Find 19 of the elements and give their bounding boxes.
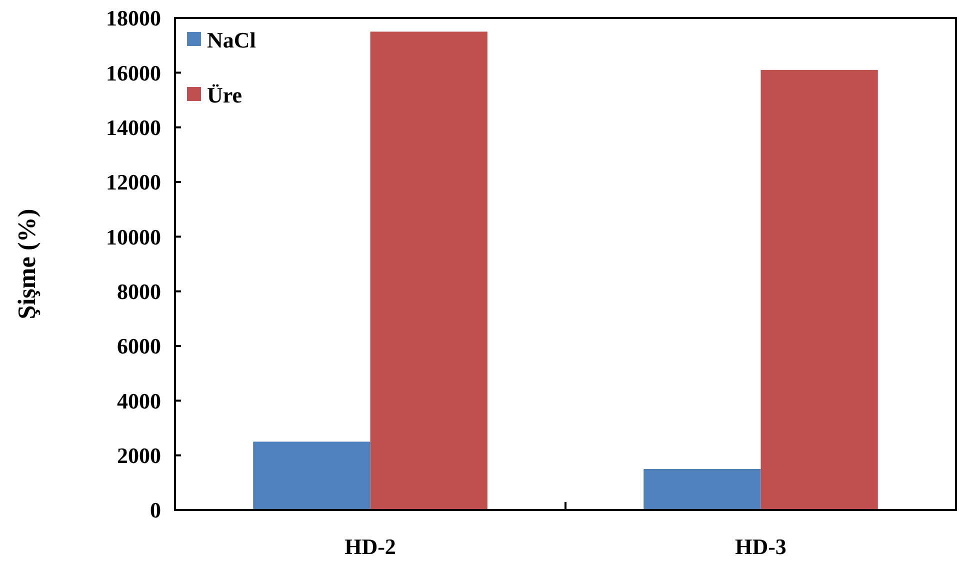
y-tick-label: 18000 [106,6,161,31]
y-tick-label: 12000 [106,170,161,195]
legend-label: Üre [207,82,242,108]
bar [370,32,488,510]
y-tick-label: 4000 [117,388,161,414]
y-tick-label: 2000 [117,443,161,468]
x-tick-label: HD-2 [344,534,396,559]
y-tick-label: 14000 [106,115,161,140]
bar [760,70,878,510]
y-tick-label: 10000 [106,224,161,250]
y-tick-label: 8000 [117,279,161,304]
y-tick-label: 6000 [117,334,161,359]
y-tick-label: 0 [150,498,161,523]
bar [644,469,761,510]
bar [253,442,370,510]
x-tick-label: HD-3 [735,534,786,559]
y-tick-label: 16000 [106,60,161,86]
y-axis-title: Şişme (%) [14,208,41,320]
legend-label: NaCl [207,28,256,53]
